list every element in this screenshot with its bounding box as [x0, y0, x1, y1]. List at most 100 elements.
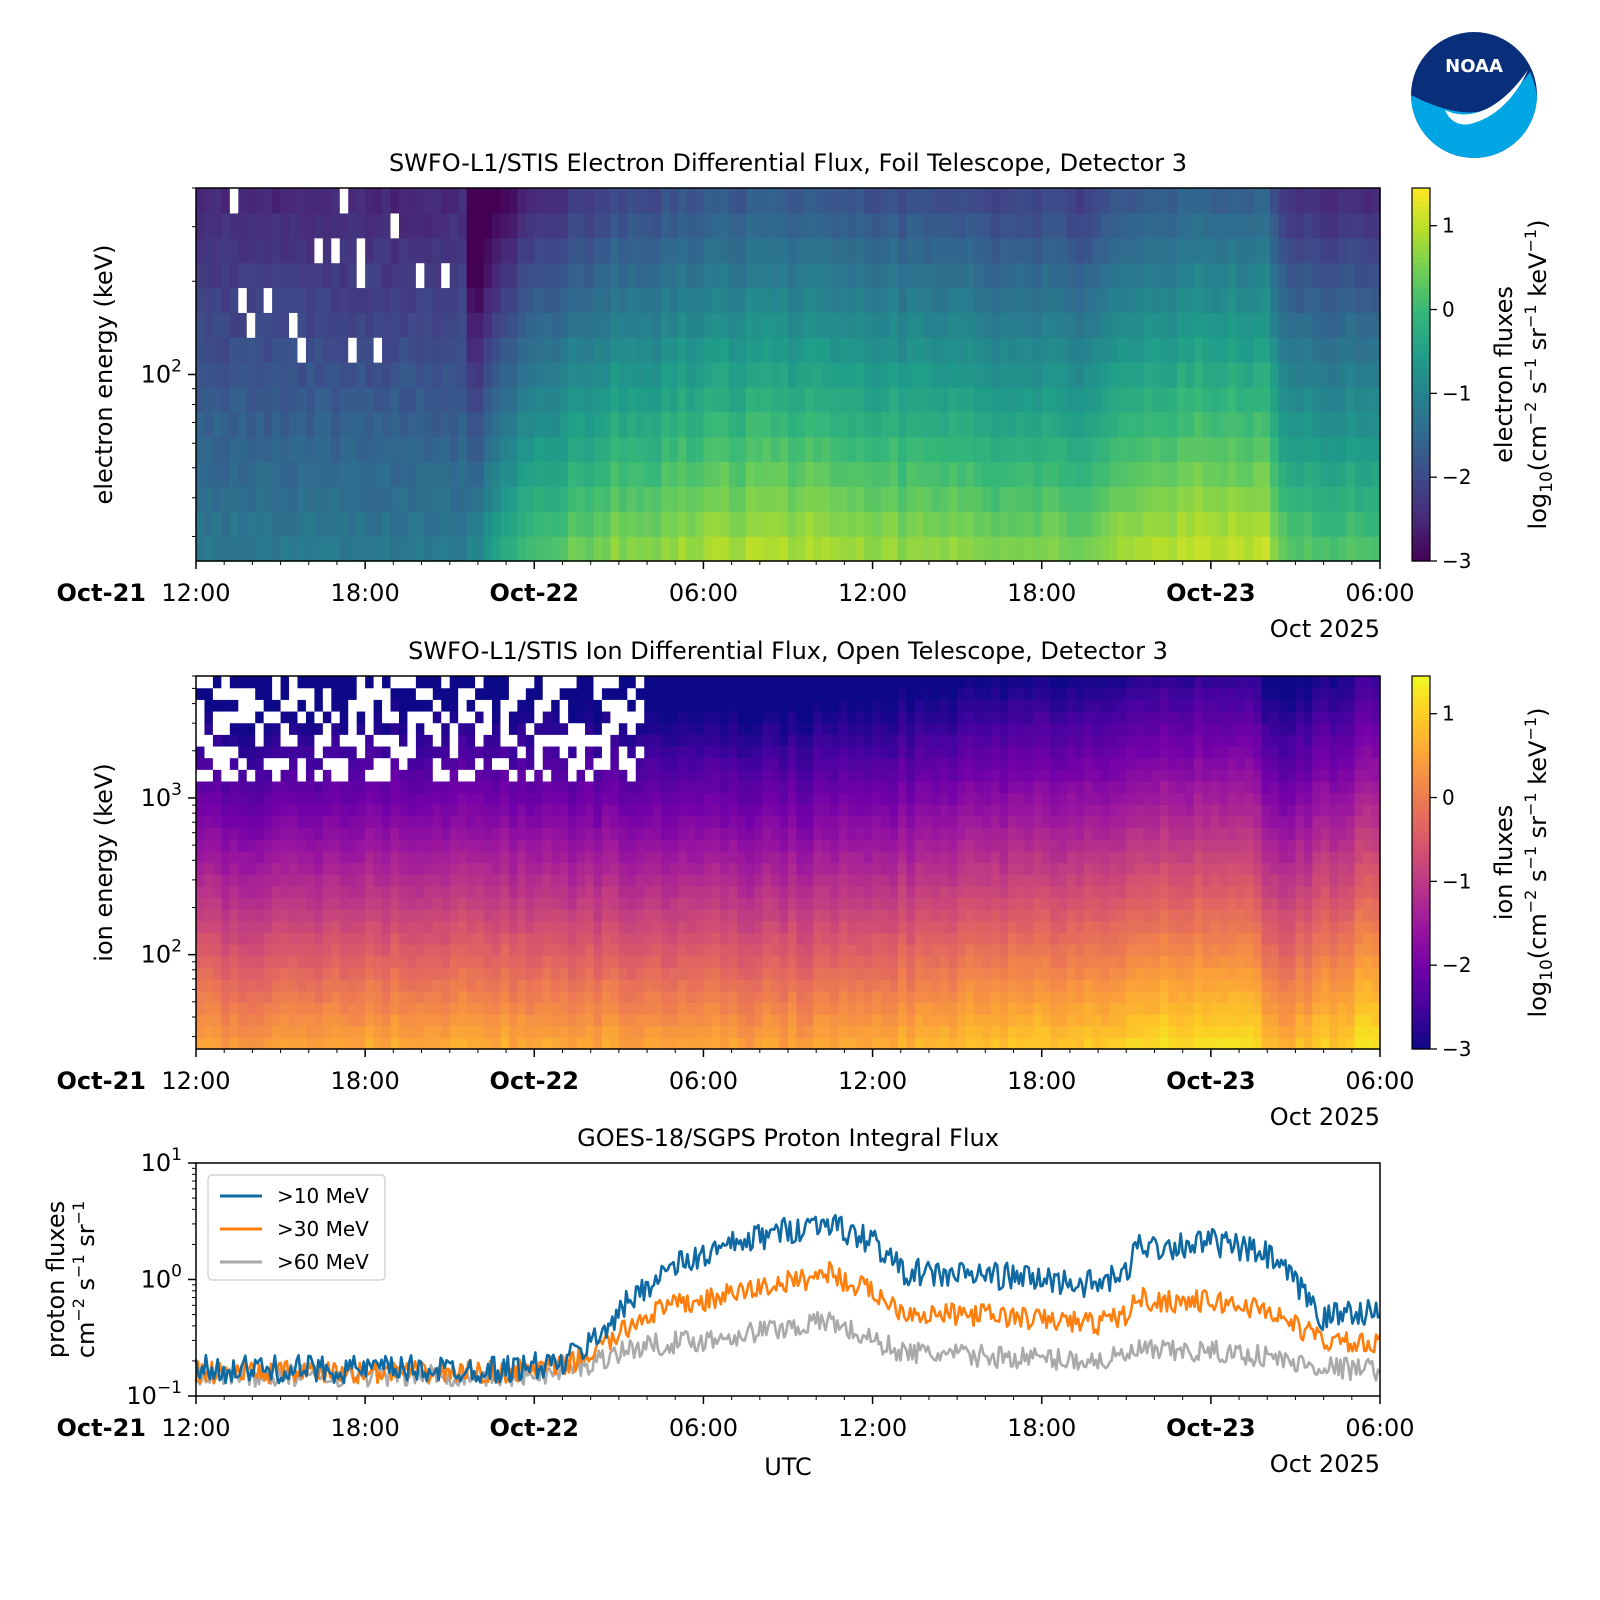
heatmap-cell	[1041, 436, 1051, 463]
heatmap-cell	[1253, 386, 1263, 413]
heatmap-cell	[568, 944, 578, 957]
heatmap-cell	[847, 944, 857, 957]
heatmap-cell	[737, 780, 747, 794]
heatmap-cell	[424, 909, 434, 922]
heatmap-cell	[466, 1002, 476, 1015]
heatmap-cell	[864, 780, 874, 794]
heatmap-cell	[914, 486, 924, 512]
heatmap-cell	[585, 757, 595, 770]
heatmap-cell	[720, 944, 730, 957]
heatmap-cell	[838, 722, 848, 735]
heatmap-cell	[694, 212, 705, 239]
heatmap-cell	[669, 804, 679, 817]
heatmap-cell	[762, 1014, 772, 1027]
heatmap-cell	[669, 461, 679, 487]
heatmap-cell	[906, 699, 916, 712]
heatmap-cell	[576, 411, 586, 438]
heatmap-cell	[576, 990, 586, 1003]
heatmap-cell	[331, 909, 341, 922]
heatmap-cell	[1363, 436, 1373, 463]
heatmap-cell	[686, 287, 696, 313]
heatmap-cell	[593, 967, 603, 980]
heatmap-cell	[492, 839, 502, 852]
heatmap-cell	[568, 909, 578, 922]
heatmap-cell	[196, 237, 206, 264]
heatmap-cell	[720, 1014, 730, 1027]
heatmap-cell	[813, 874, 823, 887]
heatmap-cell	[703, 337, 713, 363]
heatmap-cell	[339, 815, 349, 829]
heatmap-cell	[356, 337, 366, 363]
heatmap-cell	[601, 804, 611, 817]
heatmap-cell	[906, 212, 916, 239]
heatmap-cell	[585, 979, 595, 992]
heatmap-cell	[441, 362, 451, 388]
heatmap-cell	[356, 920, 366, 934]
heatmap-cell	[652, 874, 662, 887]
heatmap-cell	[432, 722, 442, 735]
heatmap-cell	[229, 944, 239, 957]
heatmap-cell	[289, 897, 299, 910]
heatmap-cell	[728, 1037, 738, 1050]
heatmap-cell	[796, 687, 806, 700]
heatmap-cell	[272, 932, 282, 945]
heatmap-cell	[322, 411, 332, 438]
heatmap-cell	[711, 212, 721, 239]
heatmap-cell	[821, 287, 831, 313]
heatmap-cell	[407, 1025, 417, 1038]
heatmap-cell	[737, 1014, 747, 1027]
heatmap-cell	[1202, 262, 1212, 289]
heatmap-cell	[813, 804, 823, 817]
heatmap-cell	[652, 897, 662, 910]
heatmap-cell	[610, 386, 620, 413]
heatmap-cell	[737, 874, 747, 887]
heatmap-cell	[678, 486, 688, 512]
heatmap-cell	[492, 827, 502, 840]
heatmap-cell	[610, 804, 620, 817]
heatmap-cell	[322, 511, 332, 537]
heatmap-cell	[1109, 188, 1119, 214]
heatmap-cell	[525, 1037, 535, 1050]
heatmap-cell	[694, 362, 705, 388]
heatmap-cell	[889, 386, 899, 413]
heatmap-cell	[1100, 362, 1110, 388]
heatmap-cell	[415, 757, 425, 770]
heatmap-cell	[686, 815, 696, 829]
heatmap-cell	[339, 188, 349, 214]
heatmap-cell	[948, 188, 958, 214]
heatmap-cell	[737, 1025, 747, 1038]
heatmap-cell	[272, 237, 282, 264]
heatmap-cell	[694, 1014, 705, 1027]
heatmap-cell	[847, 436, 857, 463]
heatmap-cell	[610, 312, 620, 338]
heatmap-cell	[796, 287, 806, 313]
heatmap-cell	[1143, 386, 1153, 413]
heatmap-cell	[872, 990, 882, 1003]
heatmap-cell	[804, 815, 814, 829]
heatmap-cell	[432, 411, 442, 438]
heatmap-cell	[635, 862, 645, 875]
heatmap-cell	[255, 827, 265, 840]
heatmap-cell	[1058, 188, 1068, 214]
heatmap-cell	[720, 897, 730, 910]
heatmap-cell	[788, 511, 798, 537]
heatmap-cell	[483, 745, 493, 759]
heatmap-cell	[855, 337, 865, 363]
heatmap-cell	[779, 188, 789, 214]
heatmap-cell	[246, 710, 256, 724]
heatmap-cell	[204, 757, 214, 770]
heatmap-cell	[830, 955, 840, 969]
heatmap-cell	[229, 722, 239, 735]
heatmap-cell	[551, 745, 561, 759]
heatmap-cell	[779, 676, 789, 689]
heatmap-cell	[914, 287, 924, 313]
heatmap-cell	[618, 862, 628, 875]
heatmap-cell	[339, 780, 349, 794]
heatmap-cell	[788, 699, 798, 712]
heatmap-cell	[635, 1037, 645, 1050]
heatmap-cell	[263, 780, 273, 794]
heatmap-cell	[635, 769, 645, 782]
heatmap-cell	[635, 745, 645, 759]
heatmap-cell	[1236, 536, 1246, 562]
heatmap-cell	[458, 337, 468, 363]
